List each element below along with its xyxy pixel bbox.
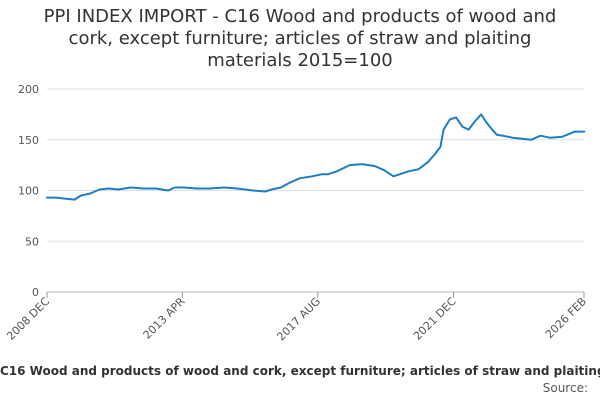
x-tick-label: 2021 DEC (411, 295, 459, 343)
y-axis: 0 50 100 150 200 (18, 83, 39, 299)
x-tick-label: 2017 AUG (274, 295, 323, 344)
grid-lines (47, 88, 584, 293)
x-tick-label: 2008 DEC (4, 295, 52, 343)
x-tick-label: 2026 FEB (543, 295, 589, 341)
x-axis: 2008 DEC 2013 APR 2017 AUG 2021 DEC 2026 FEB (4, 292, 589, 343)
source-label: Source: (542, 381, 588, 395)
x-tick-label: 2013 APR (141, 295, 188, 342)
y-tick-label: 0 (32, 286, 39, 299)
y-tick-label: 200 (18, 83, 39, 96)
legend[interactable]: C16 Wood and products of wood and cork, … (0, 364, 600, 382)
chart-plot: 2008 DEC 2013 APR 2017 AUG 2021 DEC 2026 FEB… (4, 83, 589, 343)
series-layer[interactable] (46, 113, 586, 201)
chart-title-line-3: materials 2015=100 (207, 50, 393, 71)
y-tick-label: 100 (18, 185, 39, 198)
legend-label[interactable]: C16 Wood and products of wood and cork, … (0, 364, 600, 378)
y-tick-label: 150 (18, 134, 39, 147)
chart-title: PPI INDEX IMPORT - C16 Wood and products… (0, 6, 600, 72)
y-tick-label: 50 (25, 235, 39, 248)
chart-title-line-2: cork, except furniture; articles of stra… (68, 28, 532, 49)
series-line[interactable] (46, 113, 586, 201)
chart-title-line-1: PPI INDEX IMPORT - C16 Wood and products… (43, 6, 557, 27)
